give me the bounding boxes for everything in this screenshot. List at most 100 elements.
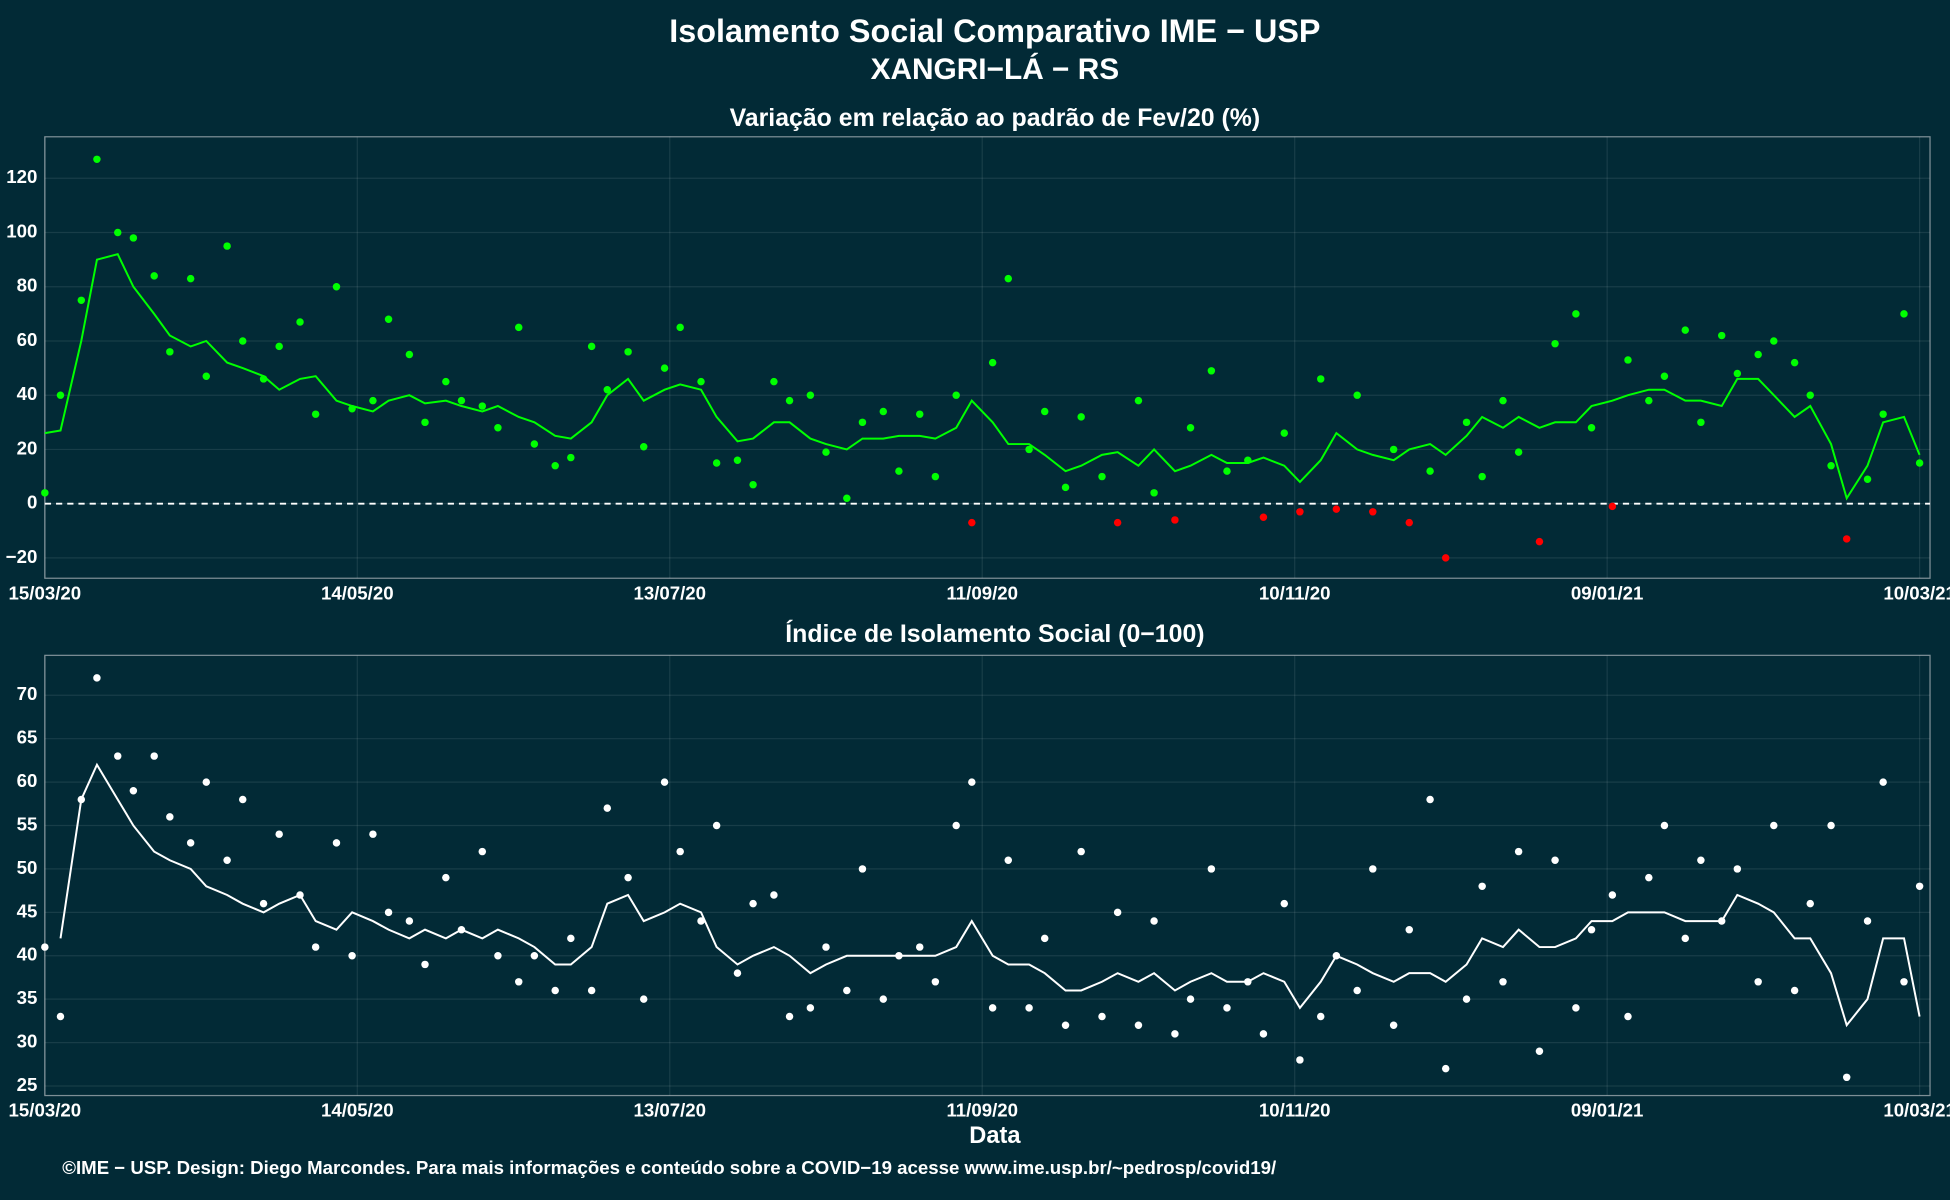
point [1426,467,1434,475]
point [1535,537,1544,546]
point [275,830,283,838]
point [77,795,86,804]
point [1499,396,1507,405]
point [332,283,341,291]
x-tick-label: 13/07/20 [633,1100,706,1121]
point [1462,995,1471,1003]
point [895,467,903,475]
y-tick-label: 65 [17,727,38,748]
point [442,377,450,386]
point [916,410,924,418]
point [931,472,940,481]
point [843,494,851,502]
point [1499,978,1507,986]
point [1806,899,1814,908]
point [1098,472,1106,481]
point [697,377,705,386]
point [239,795,247,804]
point [1113,518,1122,527]
point [1551,856,1559,864]
point [968,778,976,786]
x-tick-label: 11/09/20 [946,582,1018,603]
point [806,391,815,399]
y-tick-label: 30 [17,1031,38,1052]
point [1587,925,1596,934]
point [712,821,721,830]
y-tick-label: 25 [17,1074,38,1095]
y-tick-label: 60 [17,770,38,791]
point [1697,418,1705,427]
point [1717,917,1726,925]
point [1572,310,1580,318]
point [77,296,86,305]
point [515,978,523,986]
point [1572,1004,1580,1012]
point [1296,1056,1304,1064]
trend-line [59,762,1921,1028]
point [587,342,596,351]
point [712,459,721,467]
point [785,396,794,405]
point [369,396,377,405]
point [1353,986,1361,995]
point [639,442,648,451]
point [1900,310,1908,318]
y-tick-label: 45 [17,900,38,921]
point [1353,391,1361,399]
point [1405,925,1413,934]
y-tick-label: 80 [17,275,38,296]
point [1134,1021,1143,1029]
x-tick-label: 13/07/20 [633,582,706,603]
point [770,377,778,386]
point [1150,489,1158,497]
point [1296,508,1304,516]
y-tick-label: 100 [6,220,37,241]
point [1478,882,1486,891]
point [311,943,320,951]
point [1681,934,1689,943]
point [166,813,174,821]
y-tick-label: 0 [27,492,37,513]
point [676,847,684,856]
point [405,917,414,925]
point [530,952,539,960]
point [1280,429,1289,437]
point [494,952,502,960]
point [551,461,559,470]
point [988,358,997,367]
point [1863,917,1872,925]
point [1915,882,1924,891]
point [332,839,341,847]
plot-area [44,654,1931,1097]
point [202,372,211,380]
point [952,821,960,830]
point [1134,396,1143,405]
point [41,943,49,951]
x-tick-label: 15/03/20 [9,1100,82,1121]
point [1842,1073,1851,1082]
point [1827,461,1835,470]
point [1624,1012,1632,1021]
point [1389,1021,1398,1029]
point [166,348,174,356]
point [259,375,268,383]
point [697,917,705,925]
point [1316,375,1325,383]
point [150,272,158,280]
point [1061,1021,1070,1029]
x-tick-label: 09/01/21 [1571,1100,1644,1121]
point [806,1004,815,1012]
x-tick-label: 10/03/21 [1883,582,1950,603]
point [1754,350,1762,359]
point [843,986,851,995]
point [1733,865,1742,873]
point [93,155,101,164]
point [931,978,940,986]
point [93,674,101,682]
point [421,960,429,969]
y-tick-label: 40 [17,383,38,404]
point [1863,475,1872,483]
x-tick-label: 10/03/21 [1883,1100,1950,1121]
